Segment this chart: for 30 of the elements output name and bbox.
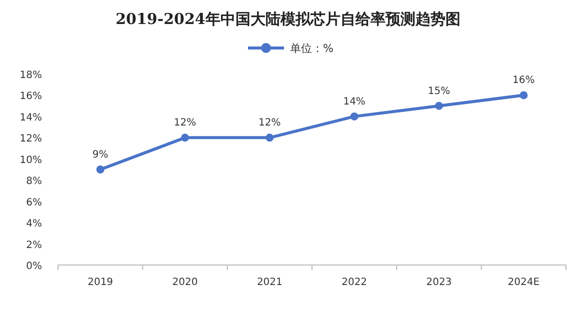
x-tick-label: 2022 <box>342 277 368 288</box>
point <box>520 91 528 100</box>
y-tick-label: 2% <box>26 240 42 251</box>
data-label: 14% <box>343 96 366 108</box>
y-tick-label: 4% <box>26 218 42 230</box>
x-tick-label: 2024E <box>508 277 540 288</box>
x-tick-label: 2023 <box>426 277 452 288</box>
point <box>266 134 274 142</box>
point <box>435 102 443 110</box>
point <box>96 166 104 174</box>
legend-label: 单位：% <box>290 42 334 55</box>
y-tick-label: 18% <box>20 70 42 81</box>
point <box>350 112 358 120</box>
data-label: 12% <box>258 118 281 129</box>
point <box>181 134 189 142</box>
y-tick-label: 10% <box>20 154 42 166</box>
data-label: 12% <box>174 118 196 129</box>
y-tick-label: 0% <box>26 261 42 272</box>
y-tick-label: 6% <box>26 197 42 208</box>
x-tick-label: 2019 <box>88 277 114 288</box>
data-label: 15% <box>428 86 450 97</box>
y-tick-label: 16% <box>20 91 42 102</box>
y-tick-label: 8% <box>26 176 42 188</box>
y-tick-label: 12% <box>20 134 42 145</box>
data-label: 16% <box>512 75 535 86</box>
data-label: 9% <box>92 150 108 160</box>
chart-title: 2019-2024年中国大陆模拟芯片自给率预测趋势图 <box>116 10 460 28</box>
x-tick-label: 2021 <box>256 277 282 288</box>
x-tick-label: 2020 <box>172 277 198 288</box>
y-tick-label: 14% <box>20 112 42 124</box>
